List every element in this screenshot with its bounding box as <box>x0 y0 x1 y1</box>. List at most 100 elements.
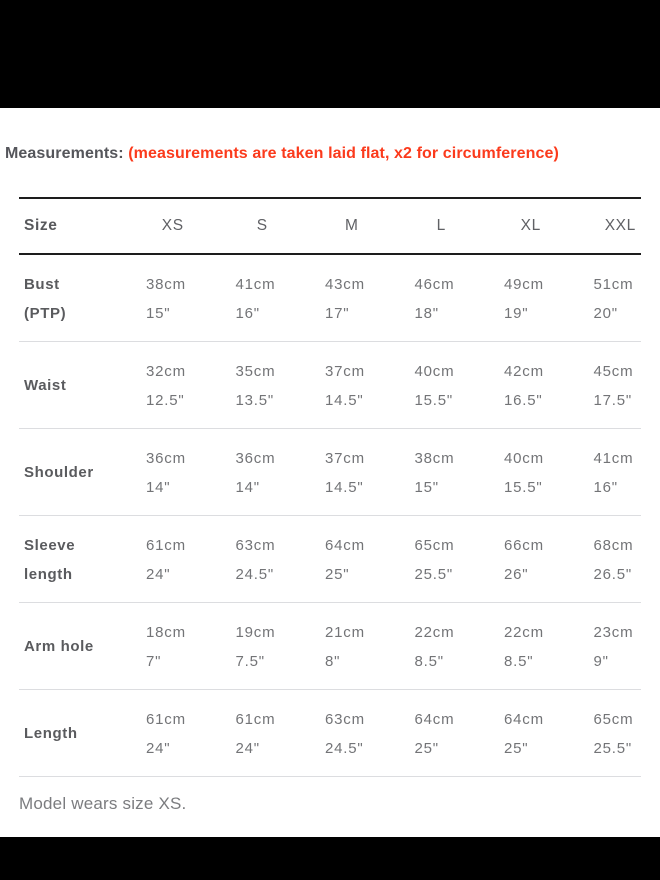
measurement-cell: 65cm 25.5" <box>397 516 487 603</box>
column-header-xl: XL <box>520 217 541 234</box>
measurement-cell: 45cm 17.5" <box>576 342 660 429</box>
inch-value: 25" <box>325 565 350 583</box>
cm-value: 64cm <box>325 536 365 554</box>
cm-value: 19cm <box>235 623 276 641</box>
inch-value: 26" <box>504 565 529 583</box>
cm-value: 40cm <box>414 362 455 380</box>
inch-value: 24" <box>235 739 260 757</box>
column-header-m: M <box>344 217 359 234</box>
cm-value: 41cm <box>235 275 276 293</box>
cm-value: 64cm <box>414 710 455 728</box>
row-label: Bust (PTP) <box>19 255 128 342</box>
cm-value: 63cm <box>325 710 365 728</box>
measurements-heading: Measurements: (measurements are taken la… <box>5 144 660 164</box>
cm-value: 61cm <box>235 710 276 728</box>
measurement-cell: 68cm 26.5" <box>576 516 660 603</box>
cm-value: 21cm <box>325 623 365 641</box>
cm-value: 49cm <box>504 275 544 293</box>
inch-value: 15" <box>414 478 439 496</box>
table-row-waist: Waist 32cm 12.5" 35cm 13.5" 37cm 14.5" 4… <box>19 342 660 429</box>
table-row-length: Length 61cm 24" 61cm 24" 63cm 24.5" 64cm… <box>19 690 660 777</box>
inch-value: 15" <box>146 304 171 322</box>
cm-value: 22cm <box>414 623 455 641</box>
row-label-line2: length <box>24 565 73 583</box>
measurement-cell: 22cm 8.5" <box>486 603 576 690</box>
row-label: Arm hole <box>19 603 128 690</box>
size-chart-header-row: Size XS S M L XL XXL <box>19 197 660 255</box>
row-label-line1: Sleeve <box>24 536 76 554</box>
measurement-cell: 64cm 25" <box>397 690 487 777</box>
inch-value: 8.5" <box>504 652 534 670</box>
measurements-label: Measurements: <box>5 145 124 162</box>
inch-value: 14" <box>235 478 260 496</box>
cm-value: 22cm <box>504 623 544 641</box>
measurement-cell: 41cm 16" <box>576 429 660 516</box>
measurement-cell: 36cm 14" <box>128 429 218 516</box>
column-header-xxl: XXL <box>604 217 636 234</box>
measurement-cell: 63cm 24.5" <box>307 690 397 777</box>
cm-value: 65cm <box>414 536 455 554</box>
measurement-cell: 63cm 24.5" <box>218 516 308 603</box>
measurement-cell: 36cm 14" <box>218 429 308 516</box>
inch-value: 24" <box>146 565 171 583</box>
measurement-cell: 40cm 15.5" <box>486 429 576 516</box>
table-row-shoulder: Shoulder 36cm 14" 36cm 14" 37cm 14.5" 38… <box>19 429 660 516</box>
measurement-cell: 37cm 14.5" <box>307 429 397 516</box>
inch-value: 17" <box>325 304 350 322</box>
inch-value: 16" <box>235 304 260 322</box>
inch-value: 15.5" <box>504 478 543 496</box>
measurement-cell: 32cm 12.5" <box>128 342 218 429</box>
measurement-cell: 38cm 15" <box>128 255 218 342</box>
measurement-cell: 37cm 14.5" <box>307 342 397 429</box>
cm-value: 36cm <box>146 449 186 467</box>
measurement-cell: 51cm 20" <box>576 255 660 342</box>
table-row-sleeve-length: Sleeve length 61cm 24" 63cm 24.5" 64cm 2… <box>19 516 660 603</box>
inch-value: 24.5" <box>235 565 275 583</box>
cm-value: 32cm <box>146 362 186 380</box>
table-row-bust: Bust (PTP) 38cm 15" 41cm 16" 43cm 17" 46… <box>19 255 660 342</box>
row-label: Length <box>19 690 128 777</box>
row-label: Shoulder <box>19 429 128 516</box>
inch-value: 25.5" <box>593 739 633 757</box>
row-label: Sleeve length <box>19 516 128 603</box>
cm-value: 36cm <box>235 449 276 467</box>
inch-value: 19" <box>504 304 529 322</box>
measurement-cell: 42cm 16.5" <box>486 342 576 429</box>
cm-value: 37cm <box>325 449 365 467</box>
row-label-line1: Bust <box>24 275 60 293</box>
inch-value: 15.5" <box>414 391 454 409</box>
row-label: Waist <box>19 342 128 429</box>
cm-value: 61cm <box>146 710 186 728</box>
measurement-cell: 61cm 24" <box>128 690 218 777</box>
cm-value: 65cm <box>593 710 634 728</box>
cm-value: 45cm <box>593 362 634 380</box>
size-chart-table: Size XS S M L XL XXL Bust (PTP) 38cm 15"… <box>19 197 660 777</box>
inch-value: 20" <box>593 304 618 322</box>
cm-value: 63cm <box>235 536 276 554</box>
cm-value: 42cm <box>504 362 544 380</box>
inch-value: 9" <box>593 652 609 670</box>
top-letterbox-bar <box>0 0 660 108</box>
cm-value: 40cm <box>504 449 544 467</box>
inch-value: 25.5" <box>414 565 454 583</box>
measurement-cell: 61cm 24" <box>128 516 218 603</box>
inch-value: 7" <box>146 652 162 670</box>
inch-value: 8" <box>325 652 341 670</box>
cm-value: 41cm <box>593 449 634 467</box>
cm-value: 23cm <box>593 623 634 641</box>
measurement-cell: 40cm 15.5" <box>397 342 487 429</box>
inch-value: 17.5" <box>593 391 633 409</box>
inch-value: 18" <box>414 304 439 322</box>
cm-value: 68cm <box>593 536 634 554</box>
measurement-cell: 64cm 25" <box>486 690 576 777</box>
cm-value: 18cm <box>146 623 186 641</box>
measurement-cell: 49cm 19" <box>486 255 576 342</box>
measurement-cell: 21cm 8" <box>307 603 397 690</box>
inch-value: 25" <box>414 739 439 757</box>
measurement-cell: 41cm 16" <box>218 255 308 342</box>
measurement-cell: 43cm 17" <box>307 255 397 342</box>
column-header-l: L <box>436 217 446 234</box>
cm-value: 37cm <box>325 362 365 380</box>
table-row-arm-hole: Arm hole 18cm 7" 19cm 7.5" 21cm 8" 22cm … <box>19 603 660 690</box>
inch-value: 24.5" <box>325 739 364 757</box>
